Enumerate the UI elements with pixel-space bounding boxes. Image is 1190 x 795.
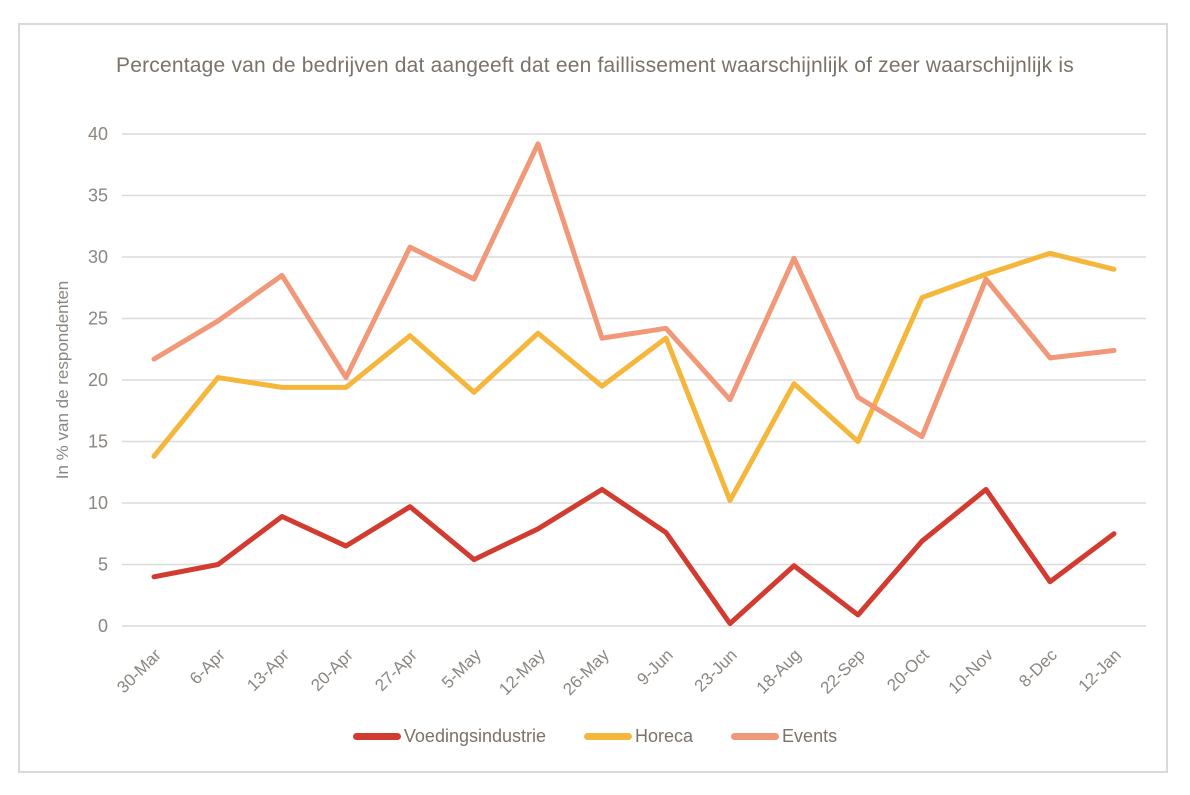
x-tick-label: 12-Jan [1075, 645, 1125, 695]
x-tick-label: 6-Apr [186, 645, 229, 688]
chart-title: Percentage van de bedrijven dat aangeeft… [116, 54, 1074, 77]
series-line-horeca [151, 250, 1117, 504]
legend-label: Voedingsindustrie [403, 726, 547, 746]
legend-item-horeca: Horeca [584, 726, 693, 747]
y-tick-label: 10 [88, 493, 108, 513]
y-tick-label: 0 [98, 616, 108, 636]
series-line-voedingsindustrie [151, 486, 1117, 627]
y-tick-label: 40 [88, 124, 108, 144]
x-tick-label: 12-May [495, 645, 549, 699]
y-tick-label: 15 [88, 432, 108, 452]
x-tick-label: 5-May [438, 645, 485, 692]
x-tick-label: 30-Mar [113, 645, 165, 697]
legend-swatch-horeca [584, 733, 633, 740]
chart-card [18, 23, 1168, 773]
legend-item-voedingsindustrie: Voedingsindustrie [352, 726, 547, 747]
x-tick-label: 26-May [559, 645, 613, 699]
y-tick-label: 30 [88, 247, 108, 267]
y-axis-title: In % van de respondenten [53, 281, 72, 479]
y-tick-label: 5 [98, 555, 108, 575]
series-line-events [151, 141, 1117, 440]
x-tick-label: 27-Apr [371, 645, 421, 695]
x-tick-label: 13-Apr [243, 645, 293, 695]
legend-label: Events [782, 726, 838, 746]
legend-label: Horeca [635, 726, 694, 746]
x-tick-label: 23-Jun [691, 645, 741, 695]
x-tick-label: 20-Oct [883, 645, 933, 695]
y-tick-label: 35 [88, 186, 108, 206]
y-tick-label: 25 [88, 309, 108, 329]
x-tick-label: 18-Aug [753, 645, 805, 697]
x-tick-label: 9-Jun [633, 645, 677, 689]
chart-legend: Voedingsindustrie Horeca Events [0, 726, 1190, 747]
legend-swatch-events [731, 733, 780, 740]
x-tick-label: 22-Sep [817, 645, 869, 697]
legend-item-events: Events [731, 726, 837, 747]
x-tick-label: 20-Apr [307, 645, 357, 695]
legend-swatch-voedingsindustrie [352, 733, 401, 740]
x-tick-label: 10-Nov [945, 645, 998, 698]
x-tick-label: 8-Dec [1015, 645, 1061, 691]
y-tick-label: 20 [88, 370, 108, 390]
